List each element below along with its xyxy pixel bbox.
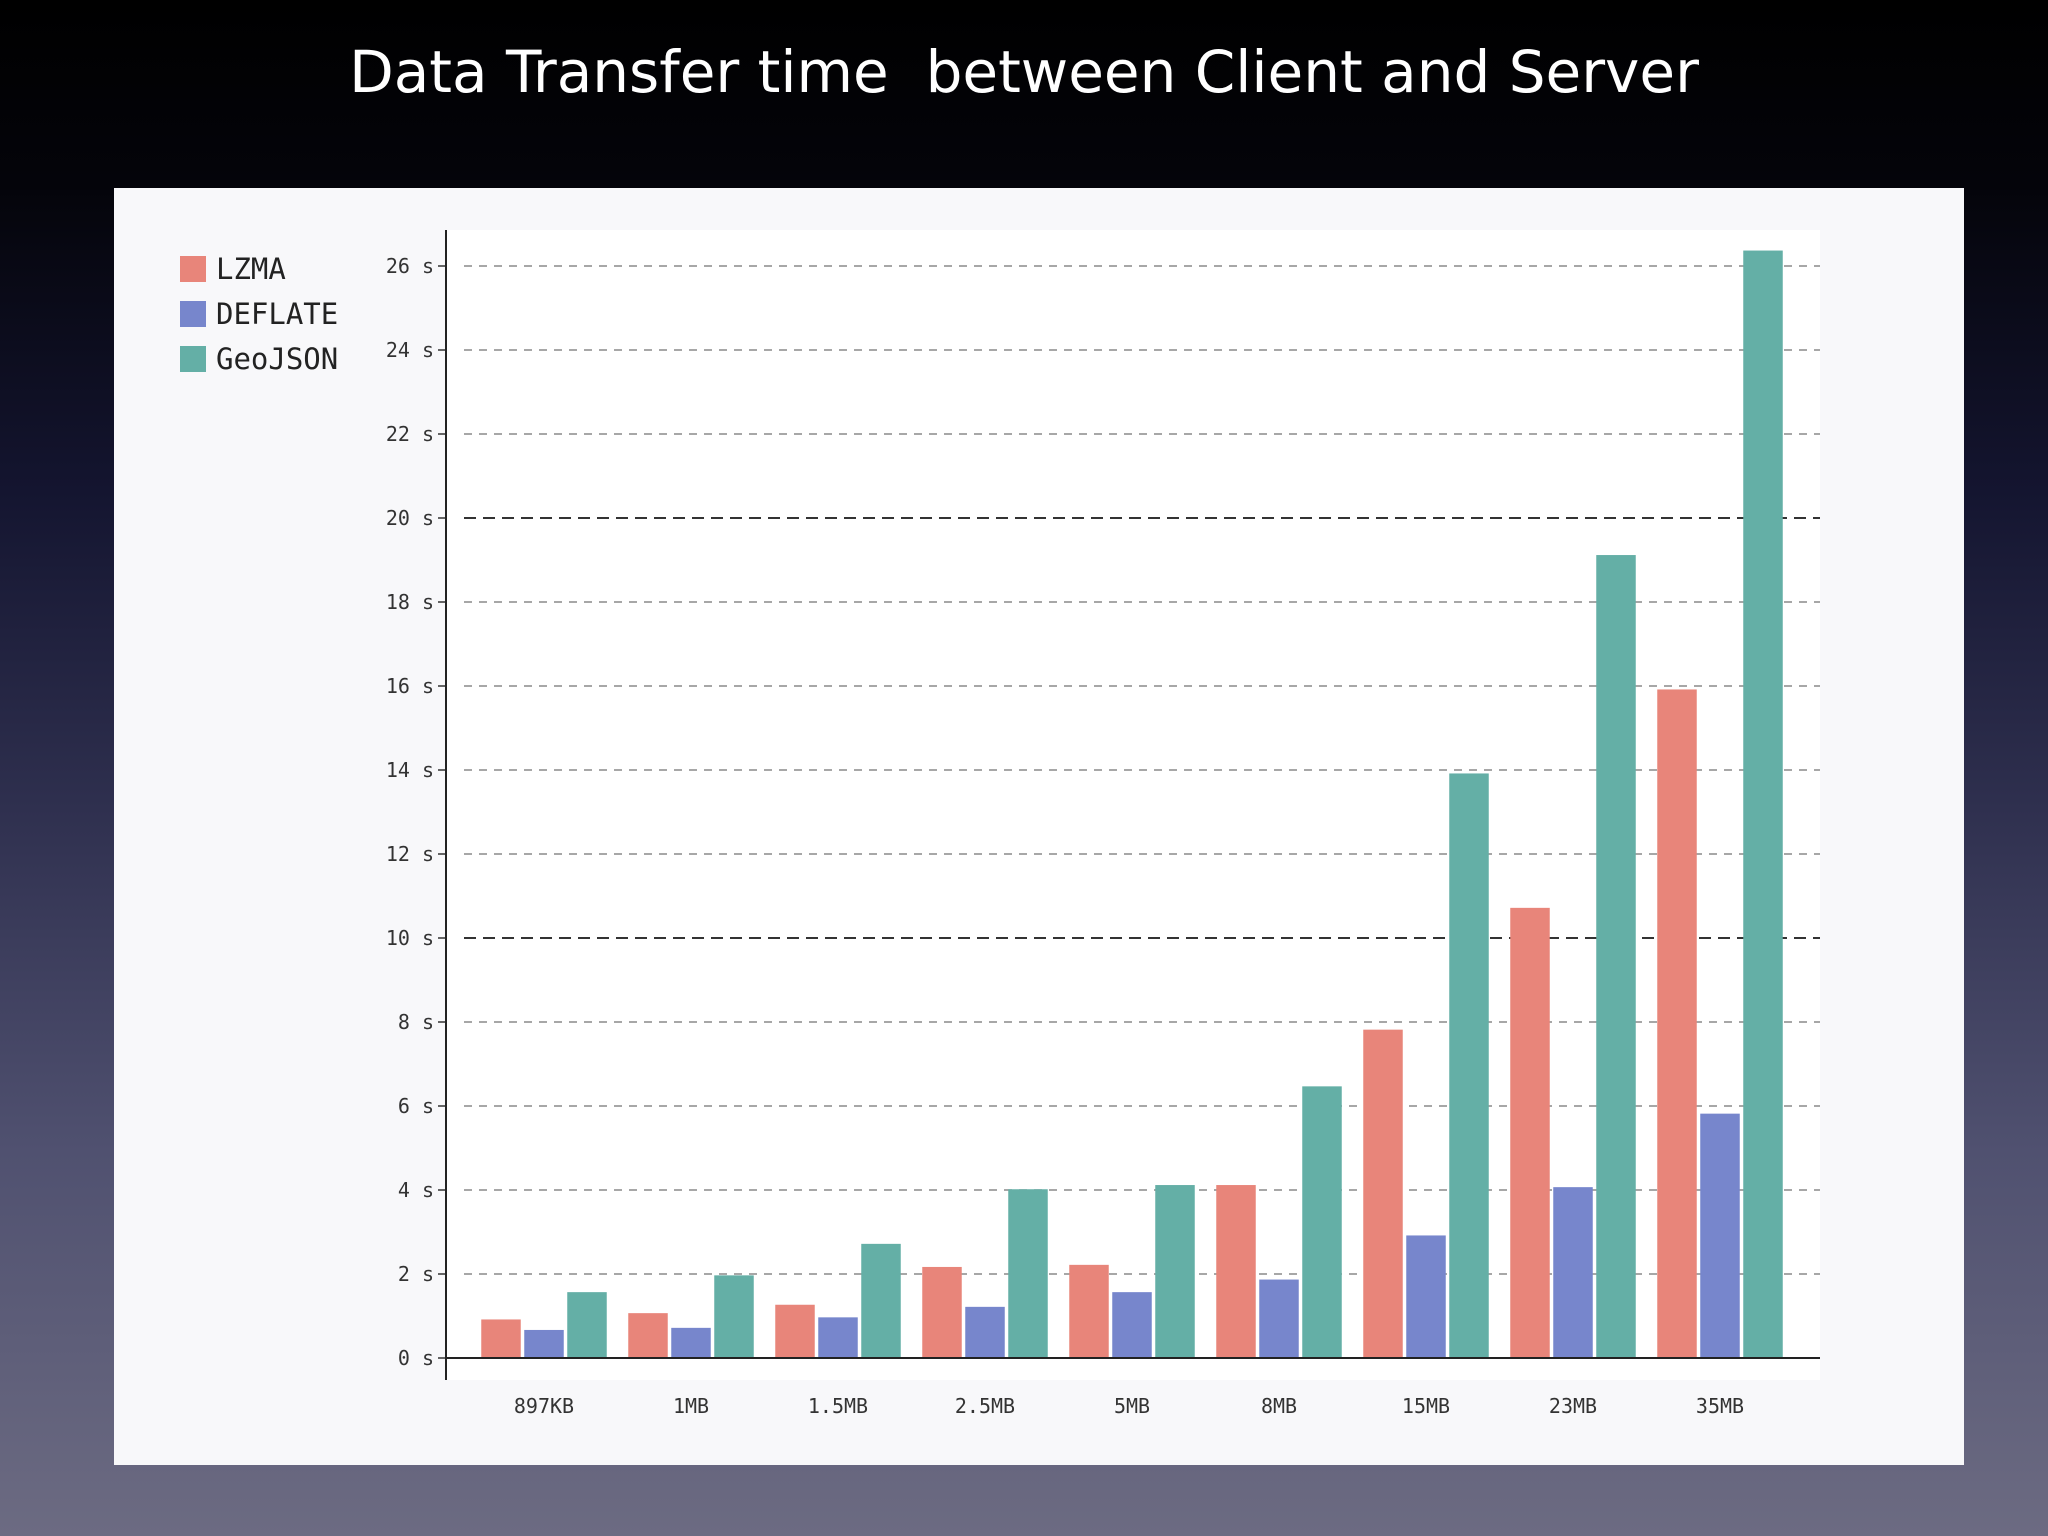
bar-deflate xyxy=(1700,1113,1740,1359)
bar-deflate xyxy=(1553,1187,1593,1359)
bar-deflate xyxy=(965,1306,1005,1359)
bar-deflate xyxy=(818,1317,858,1359)
bar-lzma xyxy=(922,1266,962,1359)
bar-lzma xyxy=(628,1313,668,1359)
bar-deflate xyxy=(1406,1235,1446,1359)
bar-deflate xyxy=(1112,1292,1152,1359)
bar-lzma xyxy=(481,1319,521,1359)
y-tick-label: 22 s xyxy=(386,422,434,446)
y-tick-label: 18 s xyxy=(386,590,434,614)
bar-geojson xyxy=(861,1243,901,1359)
y-tick-label: 26 s xyxy=(386,254,434,278)
x-tick-label: 897KB xyxy=(514,1394,574,1418)
bar-geojson xyxy=(1155,1185,1195,1359)
legend-swatch-lzma xyxy=(180,255,206,282)
y-tick-label: 10 s xyxy=(386,926,434,950)
x-tick-label: 1.5MB xyxy=(808,1394,868,1418)
bar-geojson xyxy=(1743,250,1783,1359)
bar-geojson xyxy=(1449,773,1489,1359)
y-tick-label: 0 s xyxy=(398,1346,434,1370)
legend: LZMA DEFLATE GeoJSON xyxy=(180,246,338,381)
bar-geojson xyxy=(1008,1189,1048,1359)
y-tick-label: 4 s xyxy=(398,1178,434,1202)
bar-deflate xyxy=(671,1327,711,1359)
legend-label-deflate: DEFLATE xyxy=(216,296,339,331)
bar-lzma xyxy=(1069,1264,1109,1359)
x-tick-label: 1MB xyxy=(673,1394,709,1418)
x-tick-label: 35MB xyxy=(1696,1394,1744,1418)
bar-lzma xyxy=(775,1304,815,1359)
x-tick-label: 5MB xyxy=(1114,1394,1150,1418)
y-tick-label: 6 s xyxy=(398,1094,434,1118)
bar-lzma xyxy=(1657,689,1697,1359)
bar-geojson xyxy=(567,1292,607,1359)
y-tick-label: 14 s xyxy=(386,758,434,782)
x-tick-label: 8MB xyxy=(1261,1394,1297,1418)
y-tick-label: 16 s xyxy=(386,674,434,698)
axes xyxy=(438,230,1820,1380)
legend-item-lzma[interactable]: LZMA xyxy=(180,246,338,291)
legend-swatch-geojson xyxy=(180,345,206,372)
bars xyxy=(481,250,1783,1359)
y-tick-label: 2 s xyxy=(398,1262,434,1286)
bar-lzma xyxy=(1216,1185,1256,1359)
slide-title: Data Transfer time between Client and Se… xyxy=(349,38,1699,106)
x-tick-labels: 897KB 1MB 1.5MB 2.5MB 5MB 8MB 15MB 23MB 35MB xyxy=(514,1394,1744,1418)
gridlines xyxy=(464,265,1820,1275)
y-tick-label: 20 s xyxy=(386,506,434,530)
x-tick-label: 15MB xyxy=(1402,1394,1450,1418)
legend-swatch-deflate xyxy=(180,300,206,327)
legend-label-lzma: LZMA xyxy=(216,251,286,286)
y-tick-labels: 0 s 2 s 4 s 6 s 8 s 10 s 12 s 14 s 16 s 18 s 20 s 2… xyxy=(386,254,434,1370)
legend-item-deflate[interactable]: DEFLATE xyxy=(180,291,338,336)
bar-geojson xyxy=(1596,555,1636,1359)
bar-deflate xyxy=(524,1329,564,1359)
bar-lzma xyxy=(1363,1029,1403,1359)
legend-item-geojson[interactable]: GeoJSON xyxy=(180,336,338,381)
x-tick-label: 23MB xyxy=(1549,1394,1597,1418)
y-tick-label: 12 s xyxy=(386,842,434,866)
y-tick-label: 8 s xyxy=(398,1010,434,1034)
legend-label-geojson: GeoJSON xyxy=(216,341,339,376)
bar-geojson xyxy=(714,1275,754,1359)
y-tick-label: 24 s xyxy=(386,338,434,362)
bar-deflate xyxy=(1259,1279,1299,1359)
bar-lzma xyxy=(1510,907,1550,1359)
x-tick-label: 2.5MB xyxy=(955,1394,1015,1418)
bar-geojson xyxy=(1302,1086,1342,1359)
